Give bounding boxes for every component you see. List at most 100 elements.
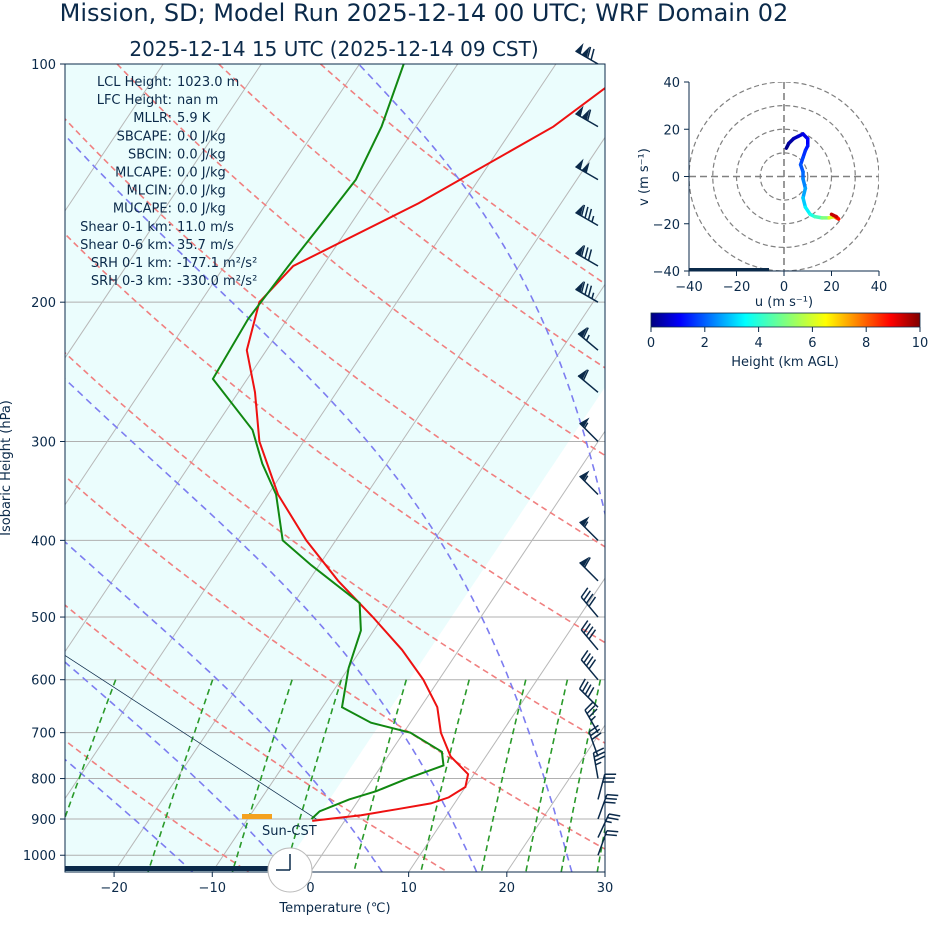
stat-value: 0.0 J/kg [177, 166, 226, 181]
colorbar-tick-label: 2 [701, 336, 709, 351]
stat-label: Shear 0-6 km: [80, 238, 172, 253]
isotherm [113, 136, 605, 872]
hodo-y-tick-label: 0 [672, 171, 680, 186]
stat-label: SBCAPE: [117, 129, 172, 144]
wind-barb [579, 556, 599, 582]
surface-bar [65, 866, 270, 871]
stat-label: SRH 0-3 km: [91, 274, 172, 289]
mixing-ratio-line [231, 679, 293, 872]
hodo-y-label: v (m s⁻¹) [637, 148, 652, 206]
sounding-stats: LCL Height: 1023.0 m LFC Height: nan m MLLR:… [80, 75, 257, 289]
wind-barb [579, 470, 599, 496]
wind-barbs [575, 42, 621, 856]
hodograph-plot: −40 −20 0 20 40 −40 −20 0 20 40 [653, 76, 888, 295]
dry-adiabat [65, 351, 605, 744]
colorbar-tick-label: 6 [808, 336, 816, 351]
wind-barb [575, 204, 599, 227]
hodo-x-label: u (m s⁻¹) [755, 295, 813, 310]
isotherm [604, 871, 605, 872]
freezing-shade [65, 64, 605, 872]
wind-barb [597, 773, 617, 800]
stat-value: 11.0 m/s [177, 220, 234, 235]
wind-barb [575, 158, 599, 181]
sun-label: Sun-CST [262, 824, 317, 839]
x-tick-label: 20 [499, 881, 516, 896]
mixing-ratio-line [65, 679, 117, 820]
hodograph: −40 −20 0 20 40 −40 −20 0 20 40 u (m s⁻¹) v (m s⁻… [637, 76, 887, 310]
hodo-rings [689, 82, 879, 271]
mixing-ratio-line [480, 679, 527, 872]
stat-value: 0.0 J/kg [177, 202, 226, 217]
mixing-ratio-line [353, 679, 408, 872]
stat-label: LCL Height: [97, 75, 172, 90]
stat-label: LFC Height: [97, 93, 172, 108]
wind-barb [575, 105, 599, 128]
dry-adiabat [65, 232, 605, 644]
hodo-x-tick-label: 40 [871, 280, 888, 295]
hodo-x-tick-label: −20 [723, 280, 750, 295]
colorbar-gradient [650, 312, 921, 328]
x-axis-label: Temperature (℃) [278, 901, 390, 916]
mixing-ratio-line [525, 679, 569, 872]
skewt-axes: −20 −10 0 10 20 30 100 200 300 400 500 600 700 800 900… [23, 58, 613, 896]
isotherm [65, 64, 164, 212]
colorbar: 0 2 4 6 8 10 Height (km AGL) [647, 312, 928, 370]
y-tick-label: 900 [31, 813, 56, 828]
wind-barb [578, 678, 599, 708]
isotherm [506, 724, 605, 872]
hodo-x-tick-label: −40 [675, 280, 702, 295]
moist-adiabat [65, 661, 289, 872]
y-tick-label: 1000 [23, 849, 56, 864]
stat-value: 0.0 J/kg [177, 184, 226, 199]
colorbar-ticks: 0 2 4 6 8 10 [647, 327, 928, 351]
hodo-y-tick-label: 20 [663, 123, 680, 138]
stat-label: MLCAPE: [115, 166, 172, 181]
dry-adiabat [65, 475, 605, 850]
wind-barb [577, 369, 599, 393]
x-tick-label: 0 [306, 881, 314, 896]
mixing-ratio-line [283, 679, 343, 872]
wind-barb [580, 649, 599, 681]
skewt-profiles [65, 64, 605, 871]
hodo-x-tick-label: 20 [823, 280, 840, 295]
isotherm [65, 64, 557, 800]
stat-value: 35.7 m/s [177, 238, 234, 253]
moist-adiabat [65, 134, 573, 872]
moist-adiabat [358, 64, 605, 518]
hodo-y-tick-label: −20 [653, 218, 680, 233]
x-tick-label: 30 [597, 881, 614, 896]
x-tick-label: −20 [100, 881, 127, 896]
y-tick-label: 200 [31, 296, 56, 311]
wind-barb [575, 281, 599, 303]
colorbar-tick-label: 0 [647, 336, 655, 351]
isotherm [65, 64, 360, 506]
wind-barb [597, 793, 619, 820]
colorbar-tick-label: 8 [862, 336, 870, 351]
wind-barb [580, 620, 599, 651]
stat-label: MLCIN: [127, 184, 172, 199]
wind-barb [580, 587, 599, 618]
wind-barb [579, 417, 599, 443]
y-tick-label: 300 [31, 436, 56, 451]
stat-label: MLLR: [133, 111, 172, 126]
wind-barb [597, 813, 621, 838]
wind-barb [575, 42, 599, 65]
hodo-y-tick-label: 40 [663, 76, 680, 91]
mixing-ratio-line [147, 679, 214, 872]
colorbar-tick-label: 4 [754, 336, 762, 351]
stat-value: 0.0 J/kg [177, 129, 226, 144]
sun-bar [242, 814, 272, 819]
stat-value: -177.1 m²/s² [177, 256, 257, 271]
dewpoint-profile [211, 64, 445, 820]
moist-adiabat [65, 377, 478, 872]
skewt-frame [64, 63, 606, 873]
colorbar-label: Height (km AGL) [731, 355, 839, 370]
isotherm [310, 430, 605, 872]
x-tick-label: 10 [400, 881, 417, 896]
stat-value: 5.9 K [177, 111, 211, 126]
stat-label: SBCIN: [128, 147, 172, 162]
x-tick-label: −10 [199, 881, 226, 896]
wind-barb [592, 747, 606, 779]
temperature-profile [245, 86, 605, 822]
